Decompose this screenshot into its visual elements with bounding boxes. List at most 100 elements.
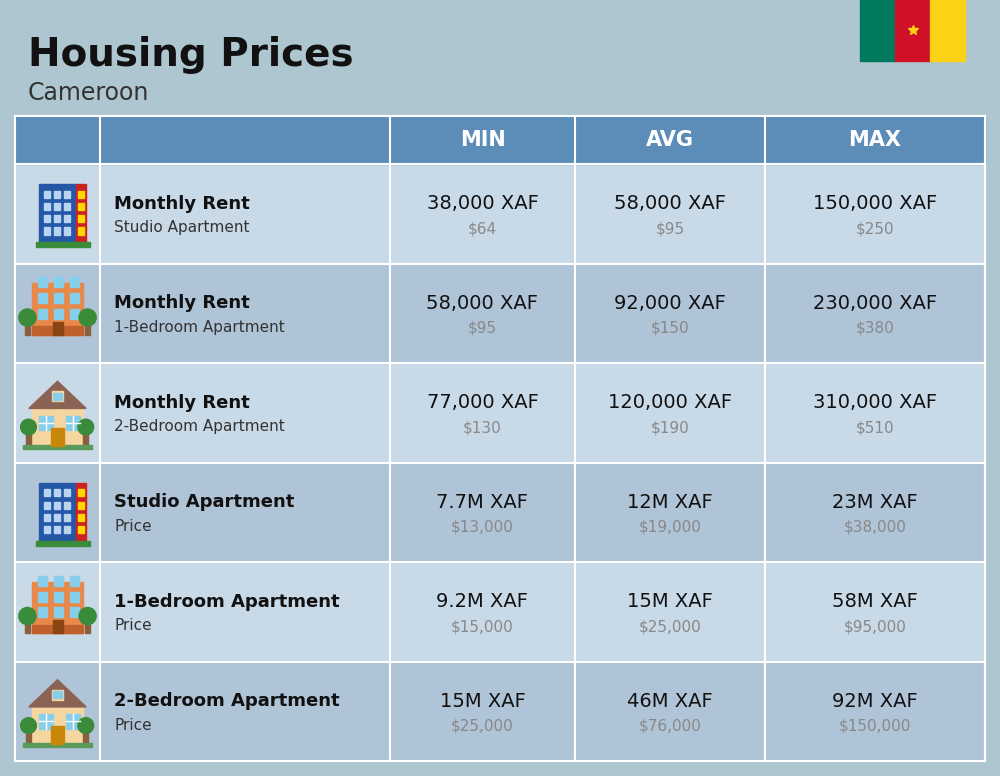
Bar	[32, 625, 83, 633]
Bar	[32, 707, 83, 744]
Bar	[23, 445, 92, 449]
Bar	[54, 227, 60, 234]
Bar	[70, 278, 79, 287]
Bar	[83, 433, 88, 445]
Bar	[85, 619, 90, 633]
Bar	[23, 743, 92, 747]
Text: 310,000 XAF: 310,000 XAF	[813, 393, 937, 412]
Bar	[53, 691, 62, 698]
Bar	[78, 191, 84, 198]
Bar	[38, 591, 47, 601]
Bar	[53, 322, 63, 334]
Text: $38,000: $38,000	[844, 520, 906, 535]
Bar	[54, 490, 60, 497]
Text: Price: Price	[114, 718, 152, 733]
Bar	[32, 326, 83, 334]
Bar	[78, 227, 84, 234]
Text: Price: Price	[114, 518, 152, 534]
Text: MAX: MAX	[848, 130, 902, 150]
Text: 38,000 XAF: 38,000 XAF	[427, 194, 538, 213]
Bar	[15, 462, 985, 562]
Bar	[44, 227, 50, 234]
Bar	[25, 320, 30, 334]
Bar	[32, 582, 83, 633]
Text: 92,000 XAF: 92,000 XAF	[614, 294, 726, 313]
Bar	[38, 309, 47, 319]
Text: $150: $150	[651, 320, 689, 336]
Bar	[32, 408, 83, 445]
Bar	[78, 501, 84, 509]
Text: 15M XAF: 15M XAF	[440, 691, 525, 711]
Text: $25,000: $25,000	[639, 619, 701, 634]
Text: $130: $130	[463, 420, 502, 435]
Bar	[54, 278, 63, 287]
Text: MIN: MIN	[460, 130, 505, 150]
Text: $95,000: $95,000	[844, 619, 906, 634]
Bar	[15, 562, 985, 661]
Bar	[36, 242, 90, 248]
Text: 46M XAF: 46M XAF	[627, 691, 713, 711]
Bar	[76, 185, 86, 243]
Bar	[44, 203, 50, 210]
Bar	[70, 608, 79, 618]
Bar	[44, 490, 50, 497]
Bar	[895, 0, 930, 61]
Bar	[44, 191, 50, 198]
Text: 2-Bedroom Apartment: 2-Bedroom Apartment	[114, 419, 285, 435]
Bar	[64, 526, 70, 533]
Polygon shape	[29, 680, 86, 707]
Text: $25,000: $25,000	[451, 719, 514, 733]
Bar	[53, 620, 63, 633]
Text: 120,000 XAF: 120,000 XAF	[608, 393, 732, 412]
Bar	[39, 714, 53, 729]
Bar	[54, 514, 60, 521]
Polygon shape	[29, 381, 86, 408]
Bar	[25, 619, 30, 633]
Text: 150,000 XAF: 150,000 XAF	[813, 194, 937, 213]
Bar	[15, 164, 985, 264]
Circle shape	[19, 608, 36, 625]
Bar	[64, 203, 70, 210]
Bar	[70, 576, 79, 586]
Text: 77,000 XAF: 77,000 XAF	[427, 393, 538, 412]
Bar	[54, 309, 63, 319]
Bar	[38, 278, 47, 287]
Text: $15,000: $15,000	[451, 619, 514, 634]
Bar	[51, 428, 64, 445]
Bar	[64, 490, 70, 497]
Bar	[39, 185, 76, 243]
Bar	[54, 293, 63, 303]
Bar	[26, 433, 31, 445]
Bar	[54, 191, 60, 198]
Bar	[70, 591, 79, 601]
Text: 12M XAF: 12M XAF	[627, 493, 713, 512]
Text: Housing Prices: Housing Prices	[28, 36, 354, 74]
Bar	[38, 576, 47, 586]
Bar	[83, 731, 88, 744]
Bar	[15, 661, 985, 761]
Text: $380: $380	[856, 320, 894, 336]
Bar	[39, 483, 76, 542]
Circle shape	[19, 309, 36, 326]
Text: 23M XAF: 23M XAF	[832, 493, 918, 512]
Text: $64: $64	[468, 221, 497, 236]
Bar	[44, 215, 50, 223]
Bar	[36, 541, 90, 546]
Text: $250: $250	[856, 221, 894, 236]
Bar	[78, 215, 84, 223]
Bar	[38, 608, 47, 618]
Bar	[52, 391, 63, 401]
Bar	[15, 116, 985, 164]
Text: 1-Bedroom Apartment: 1-Bedroom Apartment	[114, 593, 340, 611]
Bar	[64, 191, 70, 198]
Bar	[53, 393, 62, 400]
Text: 15M XAF: 15M XAF	[627, 592, 713, 611]
Text: $76,000: $76,000	[639, 719, 701, 733]
Circle shape	[21, 718, 36, 733]
Text: Price: Price	[114, 618, 152, 633]
Text: $95: $95	[655, 221, 685, 236]
Circle shape	[79, 608, 96, 625]
Text: AVG: AVG	[646, 130, 694, 150]
Bar	[52, 690, 63, 700]
Text: $19,000: $19,000	[639, 520, 701, 535]
